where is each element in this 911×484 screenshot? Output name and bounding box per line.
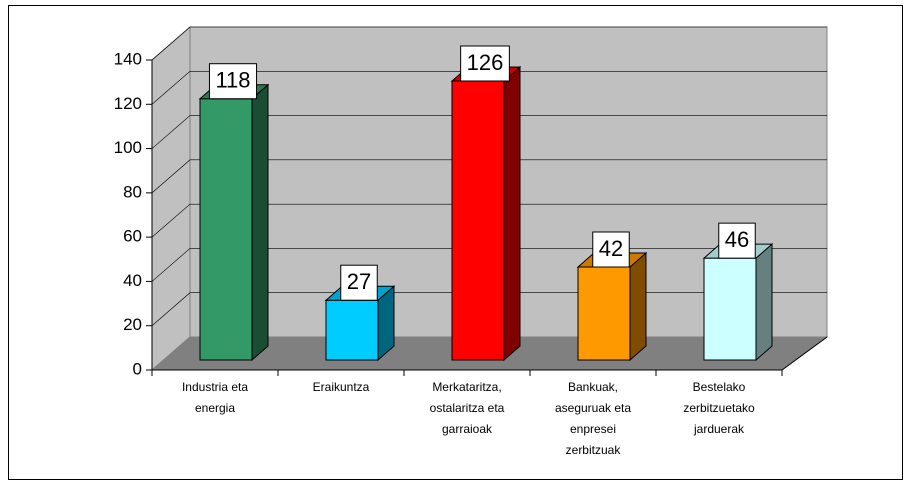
x-tick-label: Bankuak, aseguruak eta enpresei zerbitzuak: [555, 380, 631, 457]
grid-line: [151, 115, 827, 149]
value-label: 46: [725, 227, 749, 252]
y-tick-label: 40: [123, 271, 142, 290]
bar: [576, 251, 648, 362]
y-tick-label: 100: [114, 138, 142, 157]
value-label: 126: [467, 50, 504, 75]
x-tick-label: Industria eta energia: [182, 380, 248, 415]
x-tick-label: Eraikuntza: [313, 380, 370, 394]
bar-side: [755, 243, 773, 362]
value-label: 27: [347, 269, 371, 294]
bar: [198, 83, 270, 362]
bar-front: [451, 80, 505, 361]
grid-line: [151, 159, 827, 194]
value-label-box: [718, 222, 756, 259]
x-axis-depth: [781, 336, 828, 371]
value-label: 42: [599, 236, 623, 261]
y-tick-label: 0: [133, 359, 142, 378]
bar: [702, 243, 774, 362]
bar-side: [251, 83, 269, 362]
x-tick-label: Merkataritza, ostalaritza eta garraioak: [430, 380, 505, 436]
value-label-box: [208, 63, 258, 100]
side-wall: [151, 25, 191, 372]
y-tick-label: 20: [123, 315, 142, 334]
y-tick-label: 60: [123, 227, 142, 246]
bar-front: [325, 299, 379, 361]
grid-line: [151, 203, 827, 238]
bar-front: [199, 98, 253, 361]
value-label-box: [460, 45, 510, 82]
bar-front: [703, 257, 757, 361]
grid-line: [151, 70, 827, 105]
bar-front: [577, 266, 631, 361]
x-tick-label: Bestelako zerbitzuetako jarduerak: [683, 380, 755, 436]
bar-side: [503, 65, 521, 362]
y-tick-label: 140: [114, 49, 142, 68]
bar: [450, 65, 522, 362]
y-tick-label: 80: [123, 182, 142, 201]
grid-line: [151, 26, 827, 61]
value-label-box: [340, 264, 378, 301]
y-tick-label: 120: [114, 94, 142, 113]
bar-side: [629, 251, 647, 362]
value-label: 118: [215, 68, 250, 93]
value-label-box: [592, 231, 630, 268]
